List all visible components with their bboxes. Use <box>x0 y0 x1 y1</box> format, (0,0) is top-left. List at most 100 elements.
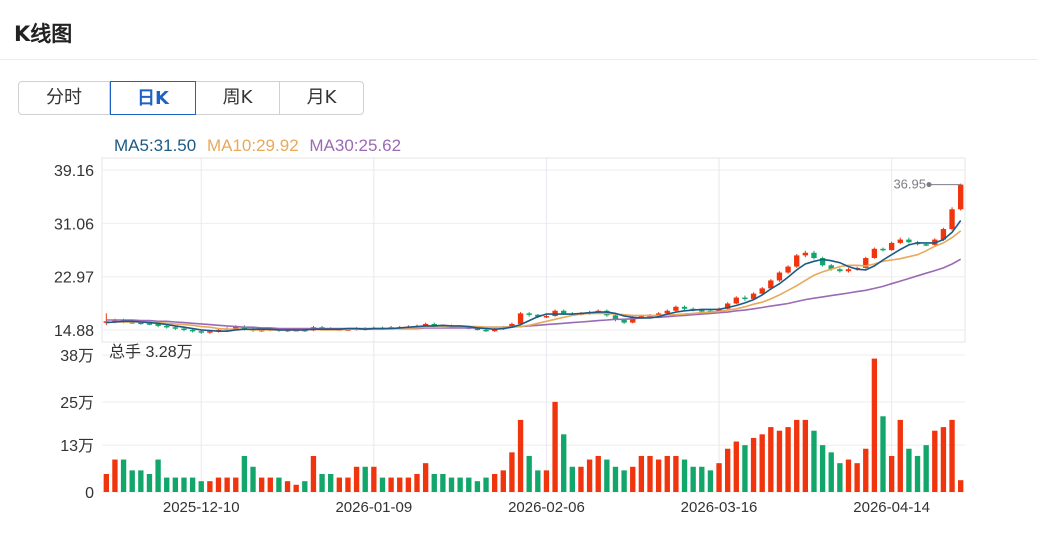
volume-bar <box>535 470 541 492</box>
tab-monthly-k[interactable]: 月K <box>306 87 337 108</box>
volume-bar <box>630 466 636 492</box>
volume-tick-label: 25万 <box>60 395 94 412</box>
volume-bar <box>181 477 187 492</box>
volume-bar <box>250 466 256 492</box>
candle-body <box>750 293 757 299</box>
volume-bar <box>958 480 964 492</box>
last-price-label: 36.95 <box>893 177 926 192</box>
volume-bar <box>345 477 351 492</box>
candle-body <box>837 269 843 272</box>
volume-bar <box>871 358 878 492</box>
candle-body <box>949 209 955 230</box>
candle-body <box>768 280 774 289</box>
volume-bar <box>371 466 377 492</box>
date-tick-label: 2025-12-10 <box>163 499 240 516</box>
volume-bar <box>336 477 343 492</box>
volume-bar <box>828 452 834 492</box>
volume-bar <box>112 459 118 492</box>
candle-body <box>233 326 239 329</box>
candle-body <box>138 322 144 325</box>
volume-bar <box>284 481 291 492</box>
volume-bar <box>207 481 213 492</box>
volume-bar <box>880 416 886 492</box>
volume-bar <box>543 470 550 492</box>
volume-bar <box>302 481 308 492</box>
volume-bar <box>854 463 860 492</box>
volume-bar <box>509 452 515 492</box>
price-axis: 39.16 31.06 22.97 14.88 <box>54 163 94 340</box>
volume-bar <box>837 463 843 492</box>
volume-bar <box>569 466 576 492</box>
candle-body <box>621 319 627 323</box>
volume-bar <box>742 445 748 492</box>
moving-average-lines <box>106 220 962 333</box>
chart-grid <box>101 157 966 493</box>
volume-bar <box>906 448 912 492</box>
volume-bar <box>724 448 731 492</box>
candle-body <box>699 310 705 312</box>
volume-bar <box>604 459 610 492</box>
volume-bar <box>120 459 127 492</box>
candles <box>103 183 964 334</box>
volume-bar <box>819 445 826 492</box>
volume-bar <box>388 477 394 492</box>
volume-bar <box>198 481 204 492</box>
period-tabs: 分时 日K 周K 月K <box>18 81 364 115</box>
volume-bar <box>647 455 653 492</box>
volume-tick-label: 13万 <box>60 438 94 455</box>
volume-bar <box>914 455 921 492</box>
volume-bar <box>681 459 688 492</box>
volume-bar <box>474 481 481 492</box>
candle-body <box>474 328 481 331</box>
volume-bar <box>276 477 282 492</box>
candle-body <box>535 314 541 317</box>
volume-axis: 38万 25万 13万 0 <box>60 348 94 502</box>
volume-bar <box>146 473 153 492</box>
volume-bar <box>405 477 412 492</box>
candle-body <box>880 248 886 251</box>
volume-bar <box>440 473 446 492</box>
candle-body <box>906 239 912 243</box>
candle-body <box>863 258 869 268</box>
volume-bar <box>655 459 662 492</box>
volume-bar <box>466 477 472 492</box>
candle-body <box>526 313 532 315</box>
volume-bar <box>448 477 455 492</box>
candle-body <box>802 252 809 256</box>
candle-body <box>845 269 852 272</box>
candle-body <box>207 331 213 333</box>
tab-weekly-k[interactable]: 周K <box>196 82 280 114</box>
volume-bar <box>768 427 774 492</box>
volume-bar <box>794 419 800 492</box>
last-price-marker: 36.95 <box>893 177 961 192</box>
candle-body <box>776 272 783 281</box>
candle-body <box>897 239 903 243</box>
candle-body <box>431 323 437 326</box>
candle-body <box>422 323 429 326</box>
volume-bar <box>940 427 947 492</box>
volume-bar <box>224 477 230 492</box>
candle-body <box>181 328 187 331</box>
candle-body <box>612 315 619 320</box>
kline-chart[interactable]: 39.16 31.06 22.97 14.88 38万 25万 13万 0 2025-12-… <box>0 150 1037 534</box>
tab-intraday[interactable]: 分时 <box>19 82 110 114</box>
volume-bar <box>155 459 161 492</box>
candle-body <box>543 316 550 318</box>
tab-daily-k[interactable]: 日K <box>110 81 196 115</box>
candle-body <box>794 255 800 267</box>
volume-bar <box>845 459 852 492</box>
volume-bar <box>233 477 239 492</box>
volume-bar <box>319 473 325 492</box>
candle-body <box>681 306 688 309</box>
volume-bar <box>673 455 679 492</box>
volume-bar <box>215 477 222 492</box>
volume-bar <box>189 477 196 492</box>
volume-bar <box>422 463 429 492</box>
volume-bar <box>707 470 714 492</box>
candle-body <box>828 265 834 270</box>
volume-bar <box>716 463 722 492</box>
price-tick-label: 14.88 <box>54 323 94 340</box>
candle-body <box>733 297 739 304</box>
candle-body <box>871 248 878 259</box>
candle-body <box>819 258 826 266</box>
